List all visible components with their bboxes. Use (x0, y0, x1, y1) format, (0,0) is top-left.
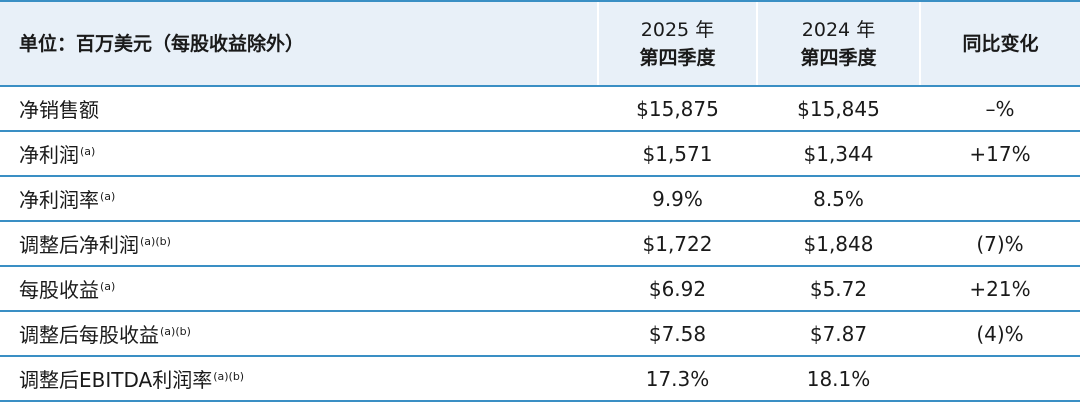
table-row: 净销售额 $15,875 $15,845 –% (0, 86, 1080, 132)
header-2025-year: 2025 年 (640, 18, 715, 41)
row-label-text: 净利润 (19, 143, 79, 167)
header-yoy-change: 同比变化 (919, 0, 1080, 87)
yoy-change (920, 356, 1080, 402)
value-2024: $1,344 (757, 131, 920, 177)
footnote-marker: (a)(b) (213, 370, 245, 383)
row-label: 净利润率(a) (0, 176, 598, 222)
table-row: 调整后EBITDA利润率(a)(b) 17.3% 18.1% (0, 356, 1080, 402)
header-row: 单位：百万美元（每股收益除外） 2025 年第四季度 2024 年第四季度 同比… (0, 0, 1080, 87)
yoy-change: +17% (920, 131, 1080, 177)
footnote-marker: (a) (100, 190, 116, 203)
row-label-text: 每股收益 (19, 278, 99, 302)
yoy-change: +21% (920, 266, 1080, 312)
value-2024: 18.1% (757, 356, 920, 402)
table-row: 调整后每股收益(a)(b) $7.58 $7.87 (4)% (0, 311, 1080, 357)
value-2024: 8.5% (757, 176, 920, 222)
yoy-change: –% (920, 86, 1080, 132)
row-label-text: 净销售额 (19, 98, 99, 122)
row-label: 净利润(a) (0, 131, 598, 177)
row-label-text: 调整后每股收益 (19, 323, 159, 347)
header-2024-year: 2024 年 (801, 18, 876, 41)
value-2024: $5.72 (757, 266, 920, 312)
yoy-change: (4)% (920, 311, 1080, 357)
row-label: 净销售额 (0, 86, 598, 132)
value-2025: 17.3% (598, 356, 757, 402)
unit-header: 单位：百万美元（每股收益除外） (0, 0, 598, 87)
value-2024: $15,845 (757, 86, 920, 132)
value-2025: $7.58 (598, 311, 757, 357)
value-2025: 9.9% (598, 176, 757, 222)
row-label: 每股收益(a) (0, 266, 598, 312)
table-row: 净利润(a) $1,571 $1,344 +17% (0, 131, 1080, 177)
header-2024-quarter: 第四季度 (800, 46, 877, 69)
value-2025: $1,571 (598, 131, 757, 177)
value-2024: $7.87 (757, 311, 920, 357)
value-2024: $1,848 (757, 221, 920, 267)
yoy-change (920, 176, 1080, 222)
row-label: 调整后EBITDA利润率(a)(b) (0, 356, 598, 402)
footnote-marker: (a)(b) (160, 325, 191, 338)
row-label-text: 调整后净利润 (19, 233, 139, 257)
header-2025-q4: 2025 年第四季度 (597, 0, 757, 87)
table-row: 每股收益(a) $6.92 $5.72 +21% (0, 266, 1080, 312)
footnote-marker: (a) (100, 280, 116, 293)
footnote-marker: (a)(b) (140, 235, 171, 248)
row-label: 调整后净利润(a)(b) (0, 221, 598, 267)
header-2024-q4: 2024 年第四季度 (756, 0, 920, 87)
row-label: 调整后每股收益(a)(b) (0, 311, 598, 357)
value-2025: $6.92 (598, 266, 757, 312)
row-label-text: 净利润率 (19, 188, 99, 212)
row-label-text: 调整后EBITDA利润率 (19, 368, 213, 392)
header-2025-quarter: 第四季度 (639, 46, 716, 69)
footnote-marker: (a) (80, 145, 96, 158)
value-2025: $15,875 (598, 86, 757, 132)
value-2025: $1,722 (598, 221, 757, 267)
yoy-change: (7)% (920, 221, 1080, 267)
table-row: 净利润率(a) 9.9% 8.5% (0, 176, 1080, 222)
table-row: 调整后净利润(a)(b) $1,722 $1,848 (7)% (0, 221, 1080, 267)
